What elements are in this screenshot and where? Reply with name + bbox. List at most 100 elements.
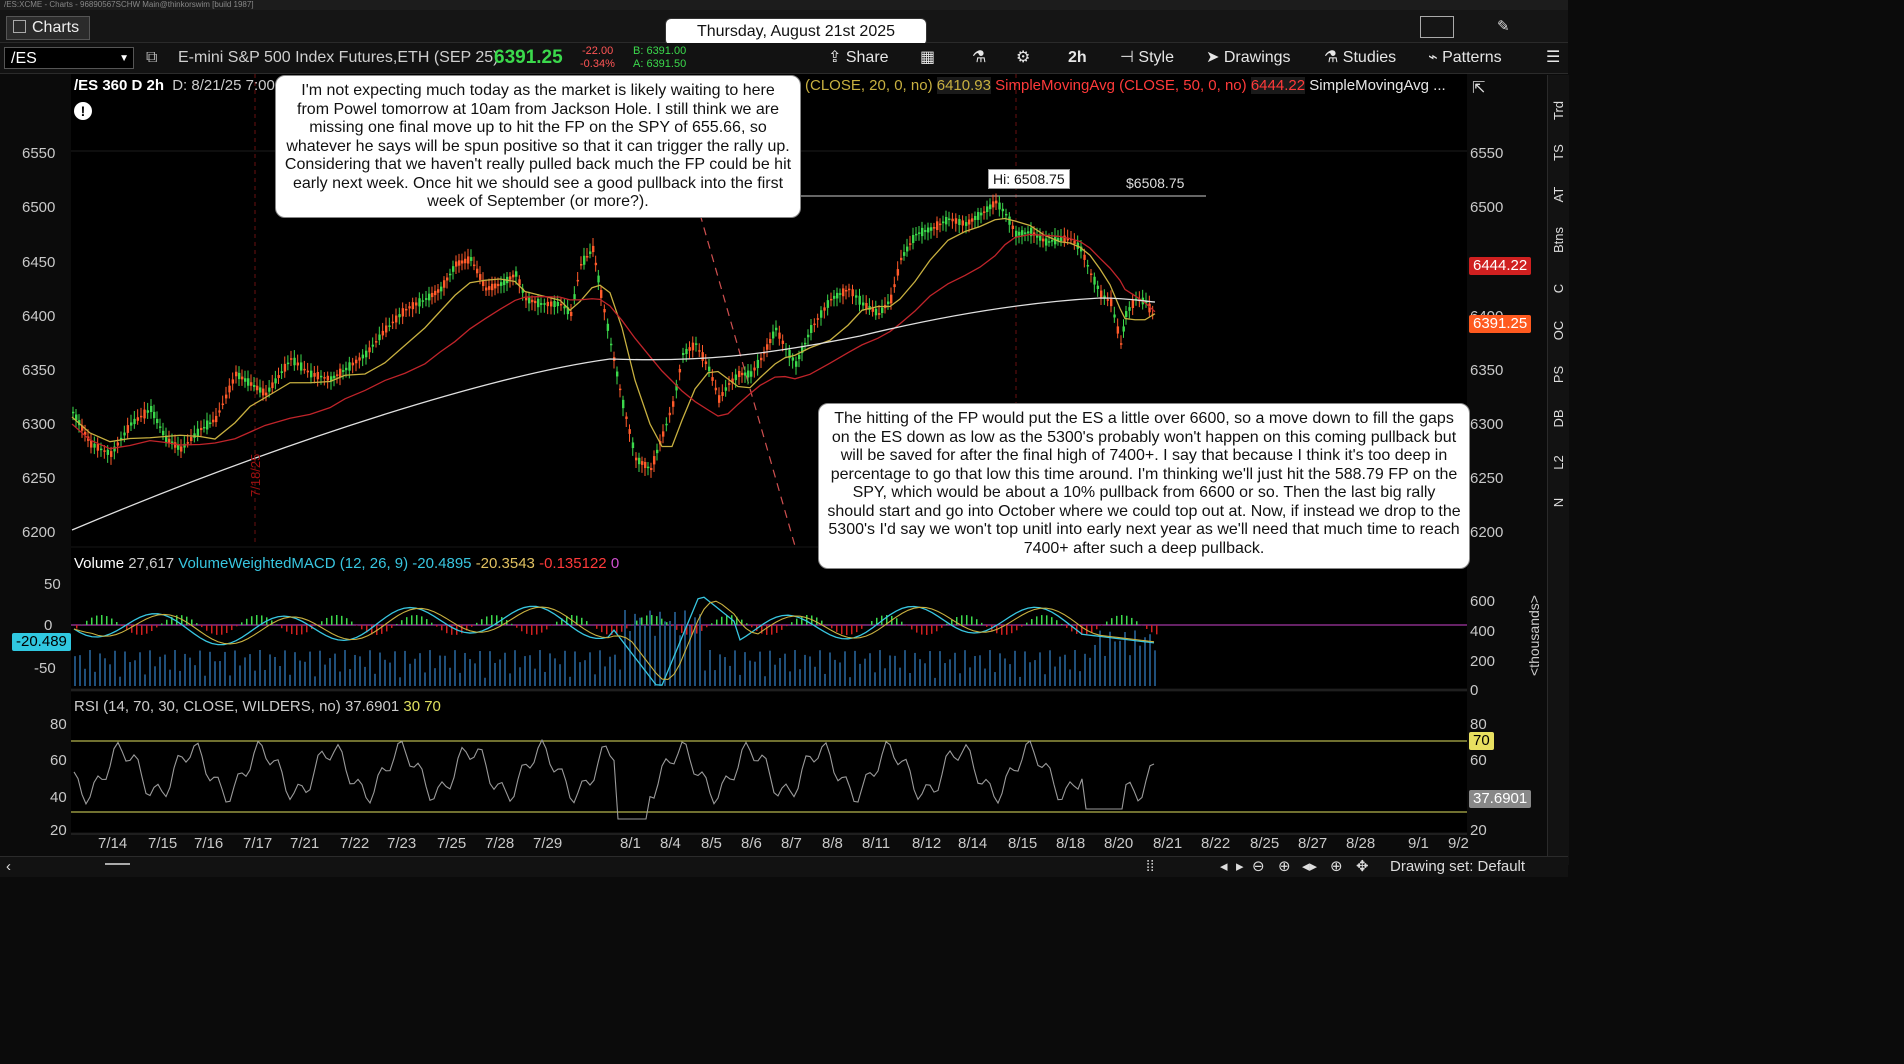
- candle-body: [798, 354, 801, 360]
- fit-icon[interactable]: ◂▸: [1302, 858, 1318, 875]
- candle-body: [566, 307, 570, 315]
- candle-body: [927, 227, 930, 233]
- volume-bar: [969, 667, 971, 686]
- volume-bar: [874, 672, 876, 686]
- expand-icon[interactable]: ⇱: [1472, 80, 1486, 97]
- volume-bar: [944, 663, 946, 686]
- zoom-in-icon[interactable]: ⊕: [1278, 858, 1291, 875]
- vwmacd-avg-line: [73, 600, 1155, 681]
- macd-histogram-bar: [611, 625, 613, 635]
- candle-body: [286, 362, 290, 365]
- candle-body: [1015, 230, 1018, 238]
- candle-body: [300, 362, 303, 371]
- macd-histogram-bar: [1126, 615, 1128, 625]
- vwmacd-diff: -0.135122: [539, 555, 607, 572]
- macd-histogram-bar: [371, 625, 373, 635]
- candle-body: [874, 308, 878, 316]
- candle-body: [851, 289, 854, 297]
- candle-body: [162, 430, 165, 436]
- side-tab-at[interactable]: AT: [1551, 186, 1566, 203]
- side-tab-db[interactable]: DB: [1551, 409, 1566, 428]
- candle-body: [862, 302, 865, 306]
- side-tab-c[interactable]: C: [1551, 283, 1566, 294]
- candle-body: [303, 368, 306, 371]
- more-menu-icon[interactable]: ☰: [1546, 49, 1561, 66]
- macd-histogram-bar: [291, 625, 293, 635]
- volume-bar: [169, 669, 171, 686]
- candle-body: [961, 220, 964, 226]
- window-box-icon[interactable]: [1420, 16, 1454, 38]
- candle-body: [631, 442, 635, 449]
- macd-histogram-bar: [191, 619, 193, 625]
- volume-bar: [699, 614, 701, 686]
- candle-body: [721, 392, 724, 396]
- price-tick-label: 6500: [22, 199, 56, 216]
- scroll-handle[interactable]: [105, 863, 130, 873]
- pan-icon[interactable]: ✥: [1356, 858, 1369, 875]
- crosshair-icon[interactable]: ⊕: [1330, 858, 1343, 875]
- scroll-prev-icon[interactable]: ◂: [1220, 858, 1228, 875]
- macd-histogram-bar: [646, 615, 648, 625]
- candle-body: [586, 256, 589, 258]
- candle-body: [791, 357, 795, 361]
- macd-histogram-bar: [196, 623, 198, 625]
- side-tab-trd[interactable]: Trd: [1551, 100, 1566, 121]
- macd-histogram-bar: [366, 625, 368, 633]
- scroll-grip-icon[interactable]: ⁞⁞: [1146, 858, 1155, 875]
- share-button[interactable]: ⇪ Share: [828, 43, 889, 73]
- flask-icon[interactable]: ⚗: [972, 49, 987, 66]
- side-tab-ts[interactable]: TS: [1551, 144, 1566, 161]
- charts-tab[interactable]: Charts: [6, 16, 91, 40]
- pin-icon[interactable]: ✎: [1497, 18, 1510, 35]
- volume-bar: [619, 669, 621, 686]
- candle-body: [500, 282, 503, 286]
- volume-bar: [329, 658, 331, 686]
- gear-icon[interactable]: ⚙: [1016, 49, 1031, 66]
- candle-body: [391, 321, 395, 324]
- candle-body: [290, 358, 293, 360]
- symbol-input[interactable]: /ES ▼: [4, 47, 134, 69]
- macd-histogram-bar: [726, 615, 728, 625]
- studies-button[interactable]: ⚗ Studies: [1324, 43, 1396, 73]
- scroll-left-icon[interactable]: ‹: [6, 858, 11, 875]
- time-tick-label: 7/22: [340, 835, 370, 852]
- candle-body: [1057, 238, 1060, 242]
- chart-settings-icon[interactable]: ▦: [920, 49, 936, 66]
- macd-histogram-bar: [126, 625, 128, 630]
- drawings-button[interactable]: ➤ Drawings: [1206, 43, 1291, 73]
- macd-histogram-bar: [1006, 625, 1008, 635]
- candle-body: [695, 343, 698, 345]
- side-tab-n[interactable]: N: [1551, 497, 1566, 508]
- price-tick-label: 6400: [22, 308, 56, 325]
- patterns-button[interactable]: ⌁ Patterns: [1428, 43, 1502, 73]
- candle-body: [550, 301, 553, 307]
- side-tab-l2[interactable]: L2: [1551, 455, 1566, 470]
- ma50-value: 6444.22: [1250, 77, 1306, 94]
- macd-histogram-bar: [1066, 625, 1068, 628]
- macd-histogram-bar: [906, 625, 908, 626]
- side-tab-btns[interactable]: Btns: [1551, 226, 1566, 253]
- volume-bar: [694, 617, 696, 686]
- macd-histogram-bar: [166, 619, 168, 625]
- volume-bar: [784, 653, 786, 686]
- macd-histogram-bar: [131, 625, 133, 633]
- link-icon[interactable]: ⧉: [146, 49, 158, 66]
- volume-bar: [1054, 666, 1056, 686]
- volume-bar: [774, 664, 776, 686]
- style-button[interactable]: ⊣ Style: [1120, 43, 1174, 73]
- candle-body: [896, 269, 900, 276]
- side-tab-ps[interactable]: PS: [1551, 365, 1566, 384]
- macd-histogram-bar: [551, 625, 553, 626]
- alert-icon[interactable]: !: [74, 102, 92, 120]
- scroll-next-icon[interactable]: ▸: [1236, 858, 1244, 875]
- macd-histogram-bar: [636, 620, 638, 625]
- volume-bar: [934, 677, 936, 686]
- side-tab-oc[interactable]: OC: [1551, 320, 1566, 341]
- drawing-set-label[interactable]: Drawing set: Default: [1390, 858, 1526, 875]
- timeframe-button[interactable]: 2h: [1068, 49, 1087, 66]
- candle-body: [405, 308, 408, 311]
- zoom-out-icon[interactable]: ⊖: [1252, 858, 1265, 875]
- volume-bar: [1049, 650, 1051, 686]
- volume-bar: [614, 654, 616, 686]
- volume-bar: [919, 659, 921, 686]
